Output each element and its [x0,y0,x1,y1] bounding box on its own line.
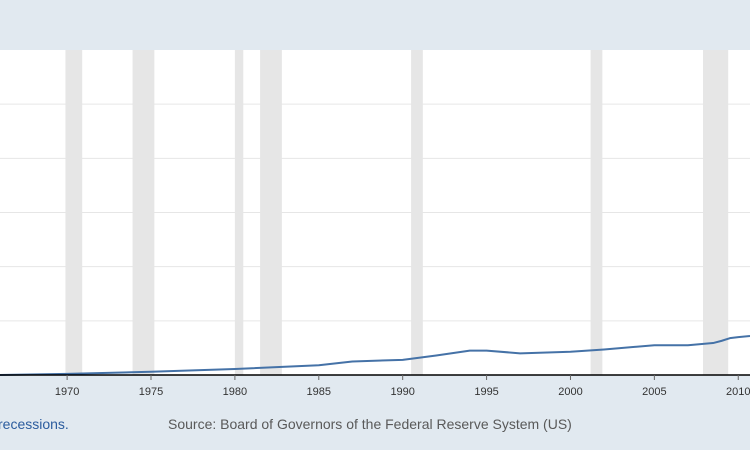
x-tick-label: 1980 [223,386,247,398]
source-note: Source: Board of Governors of the Federa… [168,416,572,432]
x-tick-label: 1985 [307,386,331,398]
x-tick-label: 2005 [642,386,666,398]
x-tick-label: 1970 [55,386,79,398]
series-line [0,335,750,376]
x-tick-label: 1995 [474,386,498,398]
x-tick-label: 1990 [390,386,414,398]
x-tick-label: 2000 [558,386,582,398]
series-layer [0,335,750,376]
gridlines [0,103,750,322]
x-tick-label: 1975 [139,386,163,398]
x-tick-label: 2010 [726,386,750,398]
x-axis-ticks: 1970 1975 1980 1985 1990 1995 2000 2005 2010 [55,375,750,398]
recessions-link[interactable]: recessions. [0,416,69,432]
